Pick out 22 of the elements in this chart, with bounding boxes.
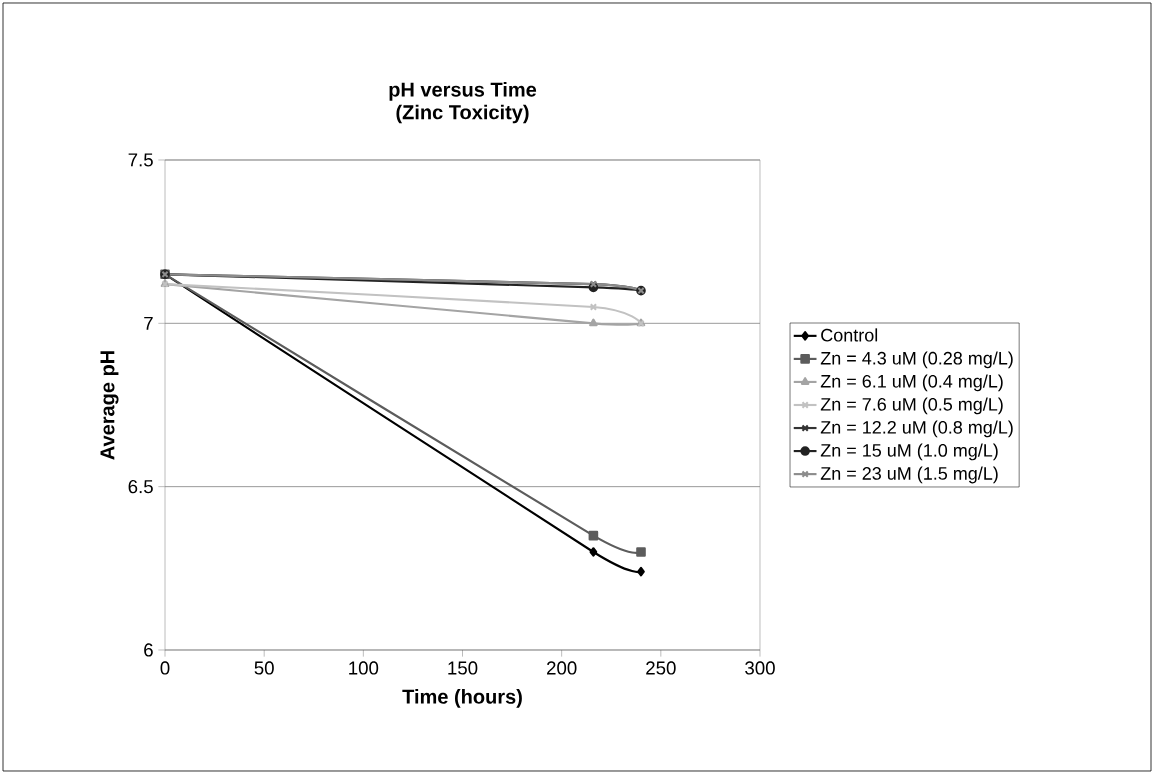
y-axis-title: Average pH <box>100 351 119 460</box>
x-tick-label: 100 <box>349 661 379 675</box>
x-tick-label: 50 <box>254 661 274 675</box>
legend-label: Zn = 7.6 uM (0.5 mg/L) <box>820 397 1003 415</box>
x-tick-label: 200 <box>547 661 577 675</box>
legend-label: Zn = 15 uM (1.0 mg/L) <box>820 443 998 461</box>
x-tick-label: 250 <box>646 661 676 675</box>
x-tick-label: 0 <box>160 661 170 675</box>
legend-label: Zn = 23 uM (1.5 mg/L) <box>820 466 998 484</box>
x-tick-label: 150 <box>448 661 478 675</box>
chart-subtitle: (Zinc Toxicity) <box>396 104 529 124</box>
legend-label: Zn = 4.3 uM (0.28 mg/L) <box>820 351 1013 369</box>
y-tick-label: 7.5 <box>128 153 153 167</box>
y-tick-label: 6 <box>144 643 153 657</box>
legend-label: Control <box>821 328 878 342</box>
x-tick-label: 300 <box>745 661 775 675</box>
legend-label: Zn = 6.1 uM (0.4 mg/L) <box>820 374 1003 392</box>
y-tick-label: 6.5 <box>128 480 153 494</box>
legend-label: Zn = 12.2 uM (0.8 mg/L) <box>820 420 1013 438</box>
x-axis-title: Time (hours) <box>402 689 522 708</box>
chart-title: pH versus Time <box>389 82 537 101</box>
y-tick-label: 7 <box>144 316 153 330</box>
